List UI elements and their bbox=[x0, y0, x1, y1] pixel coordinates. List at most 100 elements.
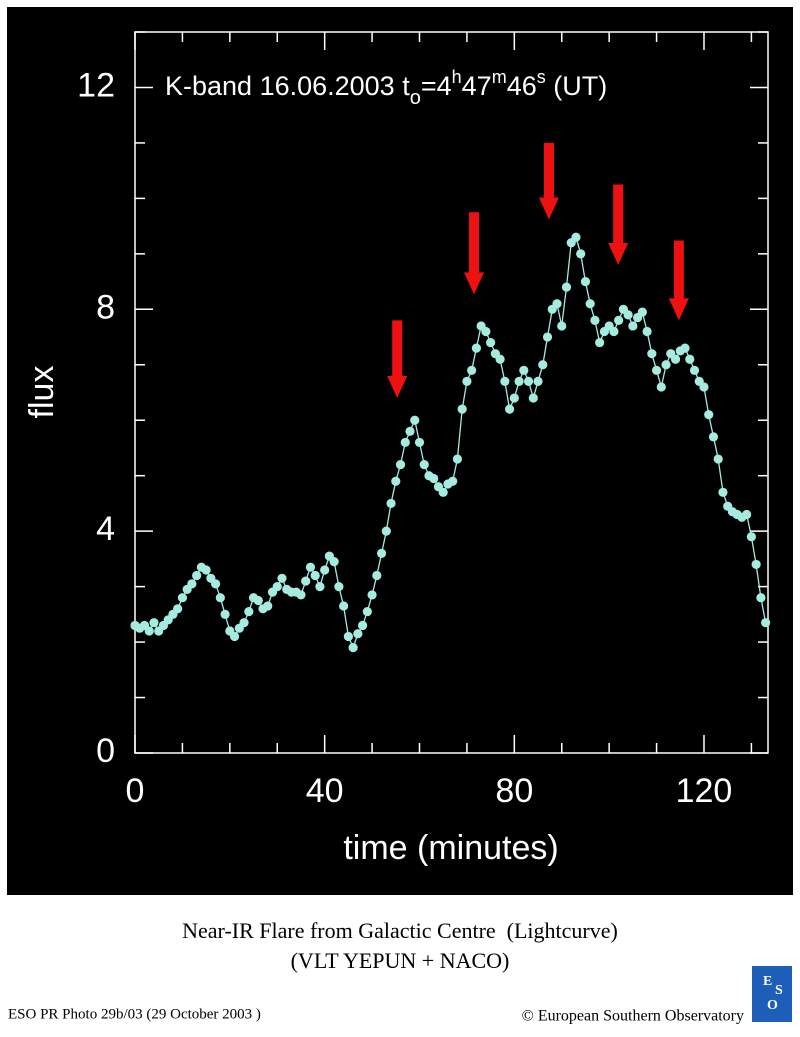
caption-line: Near-IR Flare from Galactic Centre (Ligh… bbox=[182, 918, 618, 943]
data-point bbox=[395, 460, 406, 470]
data-point bbox=[452, 454, 463, 464]
annotation-part: 46 bbox=[507, 71, 537, 101]
data-point bbox=[467, 365, 477, 375]
arrow bbox=[464, 212, 485, 295]
data-point bbox=[315, 582, 325, 592]
data-point bbox=[542, 332, 553, 342]
data-point bbox=[381, 526, 391, 536]
data-point bbox=[751, 559, 761, 570]
data-point bbox=[405, 426, 415, 436]
data-point bbox=[419, 460, 429, 470]
data-point bbox=[301, 576, 311, 586]
data-point bbox=[348, 643, 358, 653]
data-point bbox=[462, 376, 472, 387]
data-point bbox=[253, 595, 263, 606]
data-point bbox=[651, 365, 662, 375]
data-point bbox=[519, 365, 529, 375]
data-point bbox=[239, 618, 249, 628]
logo-letter: O bbox=[767, 998, 778, 1013]
data-point bbox=[708, 432, 719, 442]
data-point bbox=[680, 343, 690, 353]
data-point bbox=[343, 631, 353, 642]
x-tick-label: 120 bbox=[676, 772, 733, 810]
data-point bbox=[590, 315, 600, 325]
data-point bbox=[628, 321, 638, 331]
data-point bbox=[400, 437, 410, 448]
data-point bbox=[320, 565, 330, 575]
data-point bbox=[353, 629, 363, 639]
data-point bbox=[192, 570, 202, 581]
data-point bbox=[201, 565, 211, 575]
data-point bbox=[244, 606, 254, 617]
arrow bbox=[608, 184, 629, 265]
data-point bbox=[211, 579, 221, 589]
annotation-part: m bbox=[492, 67, 507, 87]
data-point bbox=[576, 249, 586, 259]
data-point bbox=[756, 593, 766, 603]
annotation-part: 47 bbox=[462, 71, 492, 101]
annotation-part: s bbox=[537, 67, 546, 87]
data-point bbox=[742, 509, 752, 520]
data-point bbox=[642, 326, 652, 337]
data-point bbox=[215, 593, 225, 603]
data-point bbox=[656, 382, 666, 392]
data-point bbox=[310, 570, 320, 581]
data-point bbox=[661, 360, 671, 370]
data-point bbox=[509, 393, 519, 403]
data-point bbox=[263, 601, 273, 611]
x-axis-label: time (minutes) bbox=[343, 829, 558, 867]
data-point bbox=[514, 376, 524, 387]
data-point bbox=[177, 593, 188, 603]
data-point bbox=[623, 310, 633, 320]
data-point bbox=[481, 326, 491, 337]
data-point bbox=[533, 376, 543, 387]
data-point bbox=[272, 582, 282, 592]
chart-background bbox=[7, 7, 793, 895]
data-point bbox=[187, 579, 197, 589]
data-point bbox=[637, 307, 647, 317]
data-point bbox=[713, 454, 723, 464]
annotation: K-band 16.06.2003 to=4h47m46s (UT) bbox=[165, 67, 607, 110]
data-point bbox=[376, 548, 387, 558]
data-point bbox=[580, 276, 591, 287]
footer-right: © European Southern Observatory bbox=[522, 1008, 744, 1025]
data-point bbox=[585, 299, 595, 309]
x-tick-label: 80 bbox=[495, 772, 533, 810]
data-point bbox=[538, 360, 548, 370]
data-point bbox=[718, 487, 728, 497]
data-point bbox=[614, 315, 624, 325]
data-point bbox=[552, 299, 562, 309]
logo bbox=[752, 966, 792, 1022]
data-point bbox=[296, 590, 306, 600]
annotation-part: o bbox=[410, 87, 421, 109]
data-point bbox=[523, 376, 534, 387]
data-point bbox=[571, 232, 581, 242]
data-point bbox=[277, 573, 287, 583]
data-point bbox=[689, 365, 700, 375]
x-tick-label: 0 bbox=[126, 772, 145, 810]
data-point bbox=[173, 604, 183, 614]
data-point bbox=[339, 601, 349, 611]
arrow bbox=[538, 142, 559, 220]
annotation-part: =4 bbox=[421, 71, 452, 101]
annotation-part: K-band 16.06.2003 t bbox=[165, 71, 410, 101]
data-point bbox=[362, 606, 372, 617]
data-point bbox=[410, 415, 420, 425]
data-point bbox=[504, 404, 515, 414]
data-point bbox=[704, 410, 714, 420]
y-tick-label: 8 bbox=[96, 288, 115, 326]
logo-letter: E bbox=[763, 974, 772, 989]
y-tick-label: 0 bbox=[96, 732, 115, 770]
data-point bbox=[500, 376, 510, 387]
data-point bbox=[144, 626, 154, 636]
data-point bbox=[647, 349, 657, 359]
data-point bbox=[457, 404, 467, 414]
data-point bbox=[557, 321, 567, 331]
annotation-part: (UT) bbox=[546, 71, 607, 101]
data-point bbox=[561, 282, 572, 292]
data-point bbox=[486, 337, 496, 348]
data-point bbox=[391, 476, 401, 486]
data-point bbox=[448, 476, 458, 486]
data-point bbox=[357, 620, 368, 631]
